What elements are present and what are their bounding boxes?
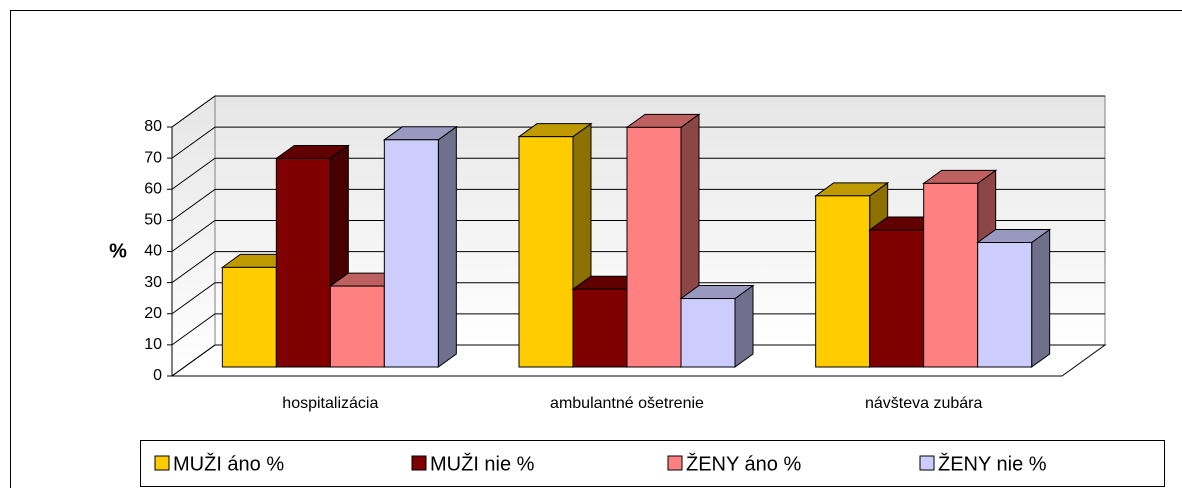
legend-label: MUŽI áno % [173,452,284,475]
y-tick-label: 40 [144,243,162,260]
bar-front [680,298,736,368]
grid-line [171,251,1105,284]
y-tick-label: 60 [144,180,162,197]
y-tick-label: 0 [153,367,162,384]
bar-side [734,284,754,368]
grid-line [171,95,1105,128]
y-tick-label: 50 [144,212,162,229]
bar-front [275,157,331,368]
y-tick-label: 80 [144,118,162,135]
legend-swatch [667,455,683,471]
bar-front [572,288,628,368]
grid-line [171,282,1105,315]
legend-swatch [154,455,170,471]
bar-front [923,182,979,368]
grid-line [171,220,1105,252]
y-tick-label: 10 [144,336,162,353]
legend-swatch [919,455,935,471]
legend-box [140,440,1165,487]
bar-front [626,126,682,368]
bar-front [518,136,574,368]
bar-side [437,125,457,368]
x-tick-label: návšteva zubára [865,395,983,412]
x-tick-label: hospitalizácia [282,395,378,412]
bar-front [329,285,385,368]
legend-label: ŽENY nie % [938,452,1047,475]
grid-line [171,126,1105,159]
x-tick-label: ambulantné ošetrenie [550,395,704,412]
y-tick-label: 70 [144,149,162,166]
bar-front [977,242,1033,368]
legend-swatch [411,455,427,471]
y-axis-label: % [109,240,127,262]
bar [976,228,1052,368]
bar-front [869,229,925,368]
grid-line [171,344,1105,377]
y-tick-label: 20 [144,305,162,322]
bar [382,125,458,368]
grid-line [171,157,1105,190]
bar [679,284,755,368]
y-tick-label: 30 [144,274,162,291]
legend-label: MUŽI nie % [430,452,535,475]
bar [274,144,350,368]
bar-front [383,139,439,368]
bar-front [815,195,871,368]
bar-front [221,266,277,368]
legend-label: ŽENY áno % [686,452,801,475]
grid-line [171,188,1105,221]
bar-side [1031,228,1051,368]
grid-line [171,313,1105,346]
